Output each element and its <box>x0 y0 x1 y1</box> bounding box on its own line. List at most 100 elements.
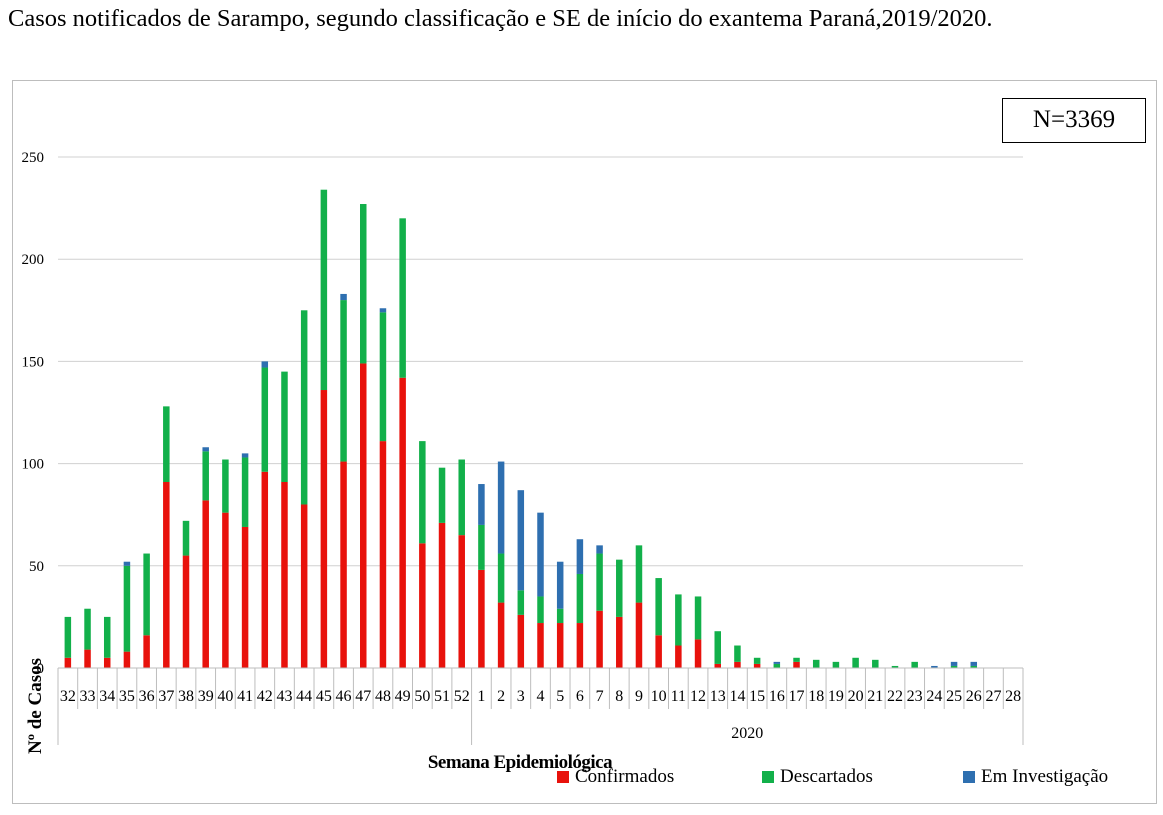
bar-confirmados-14 <box>734 661 741 668</box>
bar-descartados-3 <box>517 590 525 615</box>
bar-descartados-33 <box>84 608 91 650</box>
legend-label-confirmados: Confirmados <box>575 766 675 787</box>
bar-confirmados-9 <box>635 602 643 668</box>
y-tick-label: 50 <box>29 559 44 575</box>
bar-em-investigacao-16 <box>773 661 781 664</box>
bar-descartados-35 <box>123 565 131 652</box>
page-title: Casos notificados de Sarampo, segundo cl… <box>8 5 993 32</box>
bar-confirmados-44 <box>300 504 308 668</box>
bar-descartados-5 <box>556 608 564 624</box>
x-tick-label: 2 <box>497 688 505 705</box>
bar-confirmados-40 <box>222 512 229 668</box>
x-tick-label: 39 <box>198 688 214 705</box>
bar-descartados-34 <box>103 616 111 658</box>
bar-descartados-23 <box>911 661 918 668</box>
bar-descartados-7 <box>596 553 603 611</box>
bar-confirmados-15 <box>753 663 761 668</box>
bar-descartados-14 <box>734 645 741 662</box>
x-tick-label: 1 <box>477 688 485 705</box>
bar-descartados-40 <box>222 459 229 513</box>
bar-descartados-39 <box>202 451 209 501</box>
x-tick-label: 46 <box>336 688 352 705</box>
bar-confirmados-51 <box>438 522 446 668</box>
bar-em-investigacao-3 <box>517 490 525 591</box>
bar-descartados-48 <box>379 312 387 442</box>
y-tick-label: 200 <box>22 252 45 268</box>
x-group-label: 2020 <box>731 725 763 742</box>
x-tick-label: 17 <box>789 688 805 705</box>
bar-descartados-10 <box>655 578 662 636</box>
x-tick-label: 42 <box>257 688 273 705</box>
x-tick-label: 35 <box>119 688 135 705</box>
bar-confirmados-43 <box>281 481 288 668</box>
bar-confirmados-32 <box>64 657 72 668</box>
bar-em-investigacao-6 <box>576 539 584 574</box>
legend-label-em-investigacao: Em Investigação <box>981 766 1109 787</box>
bar-confirmados-36 <box>143 635 150 668</box>
x-tick-label: 4 <box>537 688 545 705</box>
bar-descartados-25 <box>950 665 958 668</box>
x-tick-label: 8 <box>615 688 623 705</box>
chart-frame <box>12 80 1157 804</box>
bar-em-investigacao-5 <box>556 561 564 609</box>
bar-descartados-44 <box>300 310 308 505</box>
bar-descartados-9 <box>635 545 643 603</box>
bar-descartados-43 <box>281 371 288 482</box>
bar-confirmados-13 <box>714 663 721 668</box>
x-tick-label: 50 <box>414 688 430 705</box>
bar-confirmados-41 <box>241 526 249 668</box>
gridlines <box>58 156 1023 567</box>
x-tick-label: 3 <box>517 688 525 705</box>
bar-descartados-45 <box>320 189 328 391</box>
bar-descartados-18 <box>812 659 820 668</box>
x-tick-label: 26 <box>966 688 982 705</box>
x-tick-label: 48 <box>375 688 391 705</box>
bar-em-investigacao-25 <box>950 661 958 666</box>
bar-descartados-1 <box>478 524 485 570</box>
x-tick-label: 20 <box>848 688 864 705</box>
y-tick-label: 0 <box>37 661 45 677</box>
bar-confirmados-4 <box>537 623 544 668</box>
legend-item-confirmados: Confirmados <box>557 766 674 788</box>
bar-em-investigacao-4 <box>537 512 544 597</box>
bar-confirmados-17 <box>793 661 800 668</box>
y-tick-label: 250 <box>22 150 45 166</box>
bar-confirmados-3 <box>517 614 525 668</box>
bar-descartados-38 <box>182 520 190 556</box>
bar-em-investigacao-26 <box>970 661 978 666</box>
y-tick-label: 150 <box>22 354 45 370</box>
x-tick-label: 14 <box>729 688 745 705</box>
bar-descartados-36 <box>143 553 150 636</box>
bar-descartados-6 <box>576 573 584 624</box>
bar-confirmados-5 <box>556 623 564 668</box>
x-tick-label: 38 <box>178 688 194 705</box>
bar-confirmados-37 <box>163 481 170 668</box>
bar-confirmados-1 <box>478 569 485 668</box>
bar-descartados-8 <box>616 559 623 617</box>
x-tick-label: 11 <box>671 688 686 705</box>
bar-confirmados-33 <box>84 649 91 668</box>
bar-em-investigacao-2 <box>497 461 505 554</box>
legend-swatch-descartados <box>762 771 774 783</box>
y-tick-label: 100 <box>22 457 45 473</box>
bar-descartados-26 <box>970 665 978 668</box>
bar-confirmados-50 <box>419 543 426 668</box>
bar-confirmados-45 <box>320 390 328 668</box>
bar-em-investigacao-48 <box>379 308 387 313</box>
legend-item-em-investigacao: Em Investigação <box>963 766 1108 788</box>
x-tick-label: 28 <box>1005 688 1021 705</box>
x-tick-label: 13 <box>710 688 726 705</box>
bar-confirmados-46 <box>340 461 347 668</box>
bar-descartados-21 <box>872 659 879 668</box>
x-tick-label: 5 <box>556 688 564 705</box>
x-tick-label: 37 <box>158 688 174 705</box>
x-tick-label: 7 <box>596 688 604 705</box>
bar-descartados-47 <box>360 204 367 364</box>
x-tick-label: 10 <box>651 688 667 705</box>
bar-confirmados-2 <box>497 602 505 668</box>
bar-descartados-20 <box>852 657 859 668</box>
x-tick-label: 41 <box>237 688 253 705</box>
bar-descartados-19 <box>832 661 840 668</box>
bar-confirmados-34 <box>103 657 111 668</box>
